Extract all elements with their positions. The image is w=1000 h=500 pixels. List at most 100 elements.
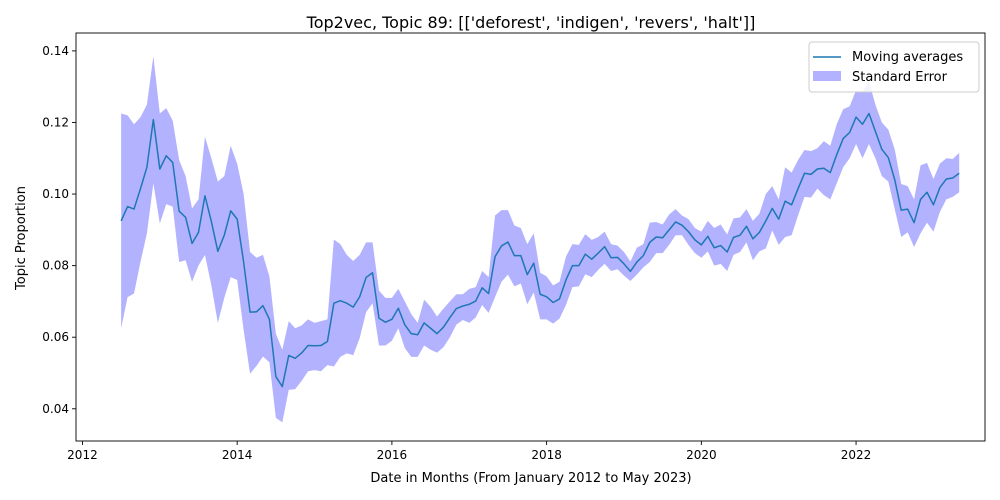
data-point bbox=[384, 321, 386, 323]
data-point bbox=[159, 168, 161, 170]
data-point bbox=[314, 345, 316, 347]
legend-label-moving-averages: Moving averages bbox=[852, 50, 963, 65]
data-point bbox=[610, 257, 612, 259]
y-tick-label: 0.06 bbox=[42, 330, 69, 344]
data-point bbox=[494, 256, 496, 258]
data-point bbox=[455, 308, 457, 310]
data-point bbox=[197, 231, 199, 233]
data-point bbox=[204, 195, 206, 197]
data-point bbox=[268, 318, 270, 320]
legend-box bbox=[808, 41, 980, 93]
data-point bbox=[301, 352, 303, 354]
data-point bbox=[597, 252, 599, 254]
data-point bbox=[945, 178, 947, 180]
data-point bbox=[404, 324, 406, 326]
data-point bbox=[449, 317, 451, 319]
data-point bbox=[172, 162, 174, 164]
x-tick-label: 2016 bbox=[377, 448, 408, 462]
data-point bbox=[591, 258, 593, 260]
data-point bbox=[617, 256, 619, 258]
data-point bbox=[662, 237, 664, 239]
data-point bbox=[849, 131, 851, 133]
x-tick-label: 2014 bbox=[222, 448, 253, 462]
data-point bbox=[139, 188, 141, 190]
data-point bbox=[907, 208, 909, 210]
data-point bbox=[565, 279, 567, 281]
data-point bbox=[178, 210, 180, 212]
data-point bbox=[758, 231, 760, 233]
data-point bbox=[423, 322, 425, 324]
data-point bbox=[359, 296, 361, 298]
x-tick-label: 2022 bbox=[841, 448, 872, 462]
data-point bbox=[668, 229, 670, 231]
data-point bbox=[642, 255, 644, 257]
data-point bbox=[733, 236, 735, 238]
data-point bbox=[745, 225, 747, 227]
plot-frame bbox=[75, 32, 986, 442]
data-point bbox=[339, 300, 341, 302]
data-point bbox=[778, 218, 780, 220]
moving-average-line bbox=[120, 112, 960, 388]
data-point bbox=[372, 272, 374, 274]
data-point bbox=[803, 172, 805, 174]
data-point bbox=[739, 234, 741, 236]
data-point bbox=[655, 236, 657, 238]
data-point bbox=[765, 220, 767, 222]
data-point bbox=[133, 208, 135, 210]
data-point bbox=[533, 262, 535, 264]
data-point bbox=[920, 198, 922, 200]
data-point bbox=[584, 253, 586, 255]
data-point bbox=[481, 287, 483, 289]
data-point bbox=[275, 376, 277, 378]
data-point bbox=[243, 261, 245, 263]
data-point bbox=[507, 241, 509, 243]
data-point bbox=[281, 386, 283, 388]
chart-title: Top2vec, Topic 89: [['deforest', 'indige… bbox=[306, 13, 756, 32]
data-point bbox=[894, 179, 896, 181]
data-point bbox=[713, 247, 715, 249]
x-axis-ticks: 2012 2014 2016 2018 2020 2022 bbox=[67, 441, 871, 462]
data-point bbox=[887, 157, 889, 159]
data-point bbox=[475, 300, 477, 302]
y-tick-label: 0.04 bbox=[42, 402, 69, 416]
data-point bbox=[771, 207, 773, 209]
data-point bbox=[649, 241, 651, 243]
data-point bbox=[256, 311, 258, 313]
x-tick-label: 2012 bbox=[67, 448, 98, 462]
data-point bbox=[726, 251, 728, 253]
data-point bbox=[546, 296, 548, 298]
standard-error-band bbox=[121, 56, 960, 423]
data-point bbox=[842, 138, 844, 140]
data-point bbox=[720, 245, 722, 247]
legend: Moving averages Standard Error bbox=[808, 41, 980, 93]
data-point bbox=[365, 276, 367, 278]
data-point bbox=[326, 341, 328, 343]
data-point bbox=[836, 154, 838, 156]
data-point bbox=[410, 333, 412, 335]
y-tick-label: 0.10 bbox=[42, 187, 69, 201]
data-point bbox=[185, 216, 187, 218]
data-point bbox=[687, 231, 689, 233]
data-point bbox=[752, 238, 754, 240]
data-point bbox=[829, 172, 831, 174]
data-point bbox=[629, 270, 631, 272]
data-point bbox=[436, 333, 438, 335]
data-point bbox=[604, 246, 606, 248]
data-point bbox=[430, 327, 432, 329]
y-tick-label: 0.12 bbox=[42, 115, 69, 129]
data-point bbox=[707, 235, 709, 237]
y-axis-ticks: 0.04 0.06 0.08 0.10 0.12 0.14 bbox=[42, 44, 76, 416]
data-point bbox=[823, 167, 825, 169]
data-point bbox=[378, 317, 380, 319]
data-point bbox=[784, 200, 786, 202]
data-point bbox=[346, 302, 348, 304]
data-point bbox=[352, 306, 354, 308]
data-point bbox=[623, 263, 625, 265]
data-point bbox=[681, 224, 683, 226]
data-point bbox=[520, 255, 522, 257]
data-point bbox=[578, 265, 580, 267]
data-point bbox=[307, 344, 309, 346]
data-point bbox=[249, 311, 251, 313]
data-point bbox=[810, 173, 812, 175]
